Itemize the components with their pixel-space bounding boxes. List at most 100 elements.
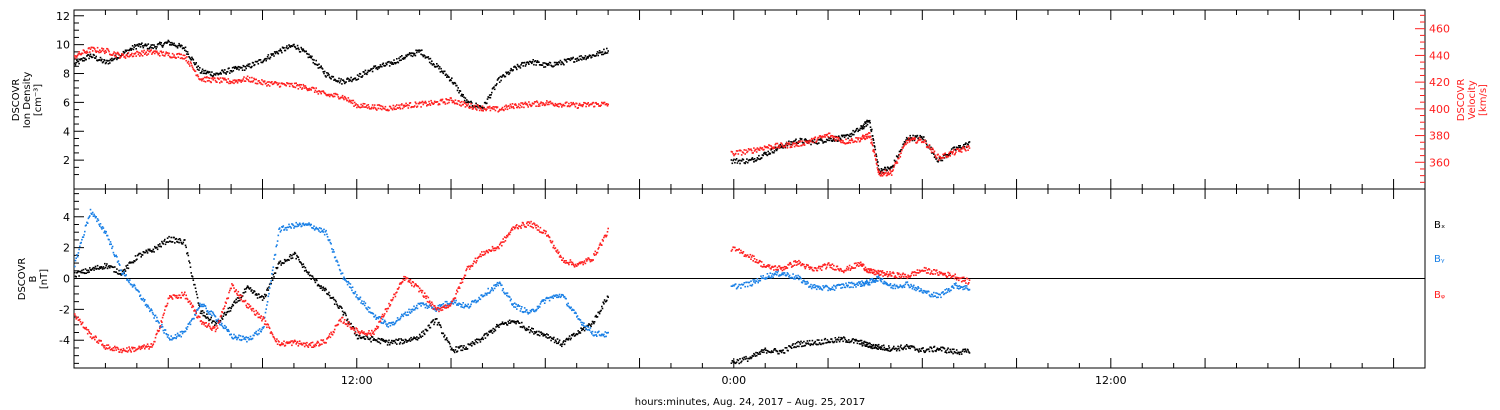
bx-data-point bbox=[918, 348, 921, 350]
by-data-point bbox=[167, 334, 170, 336]
bz-data-point bbox=[214, 330, 217, 333]
density-data-point bbox=[548, 64, 550, 66]
bz-data-point bbox=[286, 341, 288, 343]
bx-data-point bbox=[119, 273, 122, 275]
by-data-point bbox=[278, 227, 281, 229]
velocity-data-point bbox=[186, 56, 188, 58]
by-data-point bbox=[743, 282, 746, 284]
density-data-point bbox=[364, 69, 367, 72]
density-data-point bbox=[183, 47, 185, 49]
by-data-point bbox=[175, 337, 177, 340]
bz-data-point bbox=[79, 318, 81, 321]
density-data-point bbox=[797, 142, 799, 144]
bz-data-point bbox=[290, 340, 292, 342]
velocity-data-point bbox=[416, 105, 419, 108]
bz-data-point bbox=[166, 304, 168, 307]
density-data-point bbox=[337, 80, 340, 82]
bx-data-point bbox=[191, 275, 194, 278]
bz-data-point bbox=[90, 333, 92, 335]
density-data-point bbox=[506, 72, 508, 75]
velocity-data-point bbox=[107, 49, 110, 52]
by-data-point bbox=[406, 311, 409, 313]
density-data-point bbox=[206, 71, 208, 74]
velocity-data-point bbox=[918, 139, 920, 142]
by-data-point bbox=[506, 294, 508, 297]
bz-data-point bbox=[266, 323, 269, 325]
by-data-point bbox=[930, 295, 932, 298]
bx-data-point bbox=[780, 351, 783, 354]
by-data-point bbox=[516, 305, 519, 307]
by-data-point bbox=[835, 287, 837, 289]
velocity-data-point bbox=[511, 106, 513, 109]
velocity-data-point bbox=[301, 87, 304, 89]
bx-data-point bbox=[153, 251, 155, 253]
density-data-point bbox=[493, 86, 495, 88]
density-data-point bbox=[308, 53, 310, 56]
by-data-point bbox=[533, 310, 536, 313]
bx-data-point bbox=[923, 350, 925, 352]
density-data-point bbox=[852, 129, 854, 132]
density-data-point bbox=[379, 64, 382, 66]
by-data-point bbox=[911, 287, 914, 290]
by-data-point bbox=[486, 294, 488, 296]
bx-data-point bbox=[541, 332, 544, 335]
by-data-point bbox=[885, 283, 888, 286]
bx-data-point bbox=[357, 337, 360, 340]
bx-data-point bbox=[224, 311, 226, 314]
bx-data-point bbox=[554, 339, 557, 341]
velocity-data-point bbox=[546, 100, 548, 102]
by-data-point bbox=[570, 306, 572, 309]
by-data-point bbox=[166, 336, 169, 338]
velocity-data-point bbox=[352, 99, 355, 102]
by-data-point bbox=[268, 287, 271, 289]
by-data-point bbox=[598, 330, 600, 333]
bz-data-point bbox=[296, 341, 298, 344]
by-data-point bbox=[109, 241, 112, 243]
velocity-data-point bbox=[103, 50, 105, 53]
bx-data-point bbox=[746, 357, 748, 360]
bx-data-point bbox=[745, 355, 747, 358]
by-data-point bbox=[321, 229, 324, 232]
bx-data-point bbox=[862, 344, 864, 346]
density-data-point bbox=[603, 52, 606, 55]
bx-data-point bbox=[229, 310, 232, 312]
velocity-data-point bbox=[750, 149, 753, 152]
bx-data-point bbox=[496, 325, 499, 328]
density-data-point bbox=[893, 159, 896, 162]
by-data-point bbox=[176, 332, 179, 335]
velocity-data-point bbox=[340, 96, 342, 99]
velocity-data-point bbox=[129, 55, 131, 57]
by-data-point bbox=[180, 335, 182, 338]
density-data-point bbox=[581, 58, 583, 61]
bx-data-point bbox=[418, 337, 420, 339]
velocity-data-point bbox=[363, 103, 366, 105]
by-data-point bbox=[881, 277, 884, 280]
by-data-point bbox=[828, 287, 830, 289]
by-data-point bbox=[892, 287, 894, 290]
by-data-point bbox=[936, 292, 939, 295]
by-data-point bbox=[426, 304, 428, 307]
by-data-point bbox=[601, 333, 604, 336]
bx-data-point bbox=[190, 272, 192, 274]
by-data-point bbox=[783, 272, 786, 274]
density-data-point bbox=[339, 80, 342, 82]
bx-data-point bbox=[744, 358, 746, 360]
by-data-point bbox=[943, 293, 945, 296]
bx-data-point bbox=[478, 339, 481, 341]
bz-data-point bbox=[95, 336, 97, 339]
bx-data-point bbox=[885, 348, 888, 350]
by-data-point bbox=[301, 225, 303, 227]
bx-data-point bbox=[422, 330, 425, 332]
bz-data-point bbox=[202, 321, 205, 324]
velocity-data-point bbox=[331, 94, 333, 96]
density-data-point bbox=[863, 123, 865, 125]
bx-data-point bbox=[81, 269, 83, 272]
density-data-point bbox=[306, 53, 309, 55]
velocity-data-point bbox=[232, 79, 235, 82]
bx-data-point bbox=[870, 344, 873, 346]
velocity-data-point bbox=[874, 158, 877, 160]
by-data-point bbox=[399, 317, 402, 320]
by-data-point bbox=[207, 311, 210, 314]
bx-data-point bbox=[582, 328, 584, 331]
by-data-point bbox=[874, 279, 876, 282]
